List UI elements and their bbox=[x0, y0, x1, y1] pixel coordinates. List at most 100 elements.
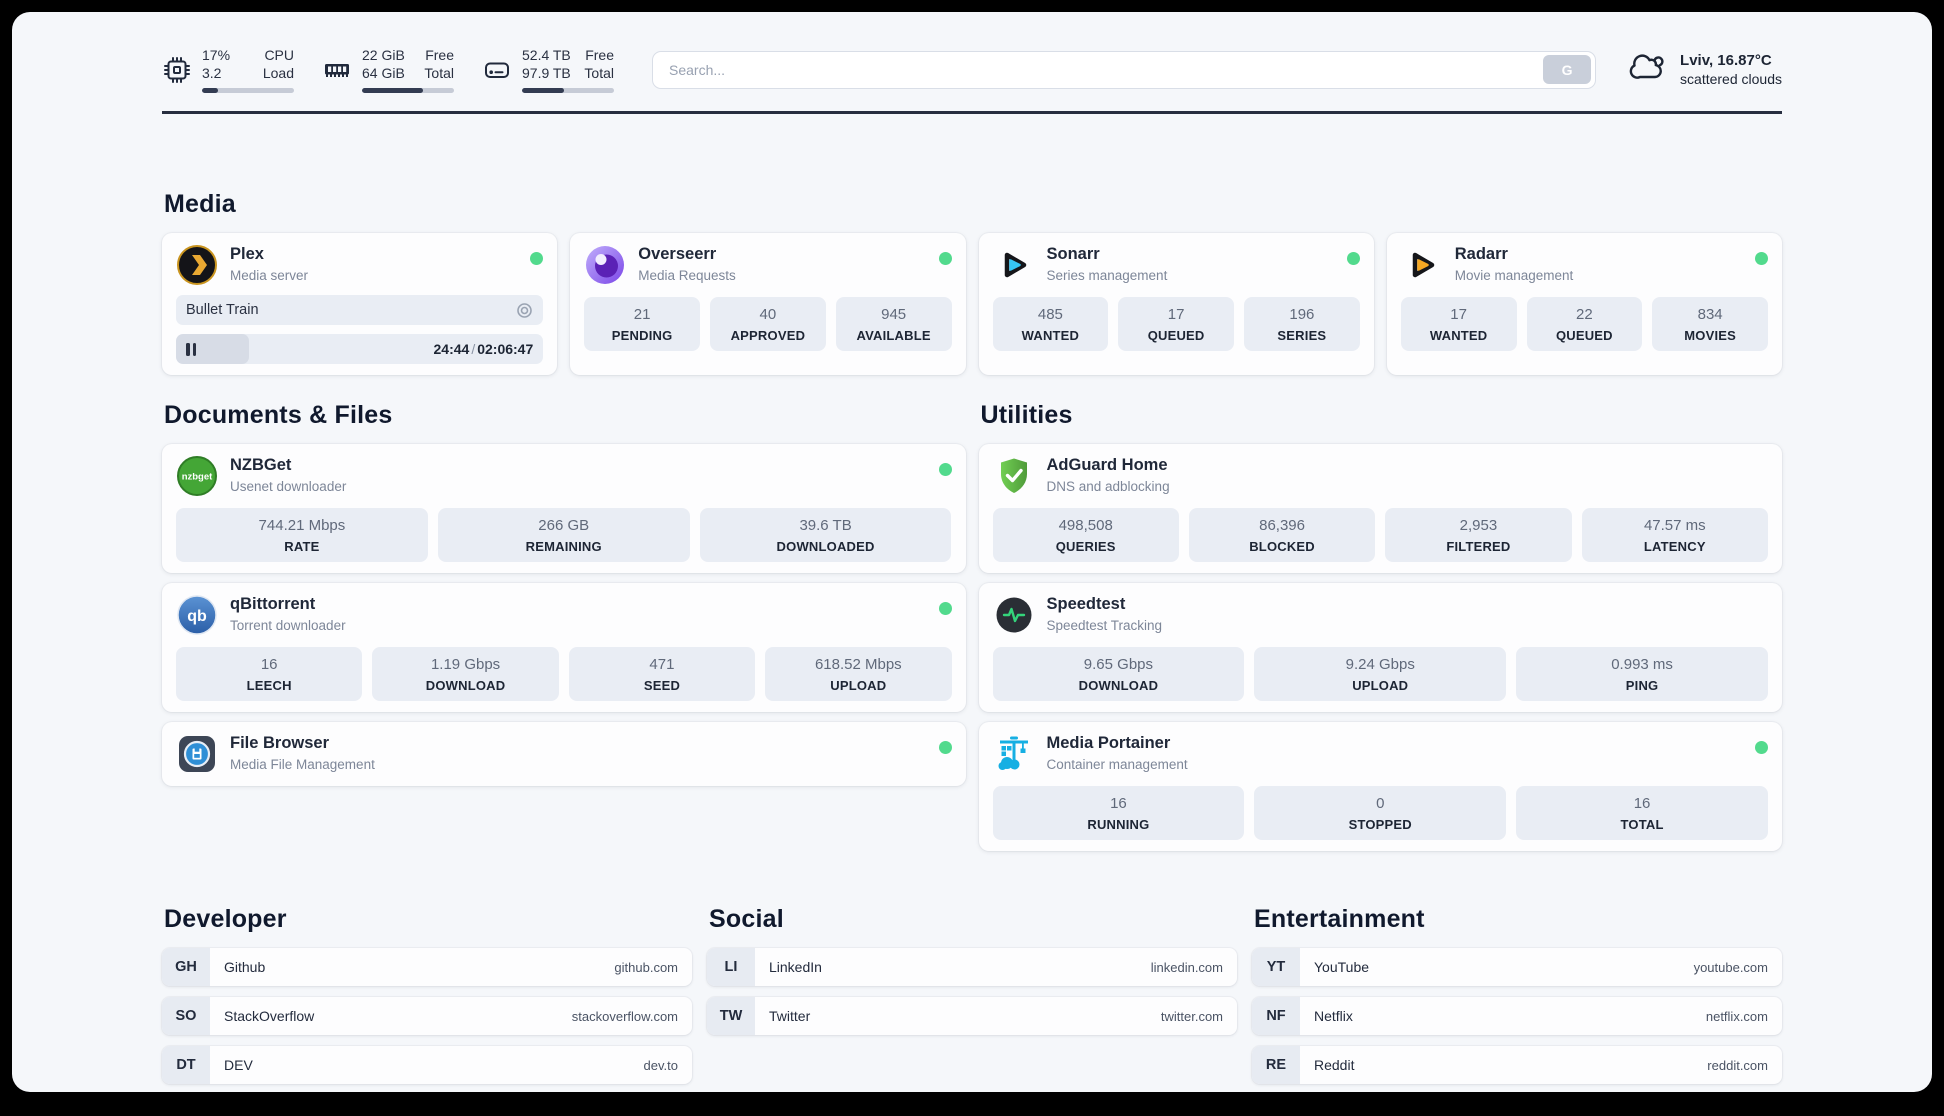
stat-value: 47.57 ms bbox=[1643, 517, 1706, 535]
social-bookmarks-section: Social LI LinkedIn linkedin.com TW Twitter tw… bbox=[707, 905, 1237, 1084]
stat-label: REMAINING bbox=[525, 539, 602, 555]
stat-label: RUNNING bbox=[1087, 817, 1150, 833]
bookmark-abbr: YT bbox=[1252, 948, 1300, 987]
top-bar: 17% 3.2 CPU Load bbox=[162, 12, 1782, 115]
stat-label: PING bbox=[1625, 678, 1659, 694]
stat-label: TOTAL bbox=[1620, 817, 1664, 833]
stat-value: 86,396 bbox=[1259, 517, 1305, 535]
app-card-nzbget[interactable]: nzbget NZBGet Usenet downloader 744.21 M… bbox=[162, 444, 966, 574]
speedtest-icon bbox=[993, 594, 1035, 636]
stat-value: 498,508 bbox=[1058, 517, 1113, 535]
disk-label-1: Free bbox=[585, 47, 614, 63]
app-card-plex[interactable]: Plex Media server Bullet Train bbox=[162, 233, 558, 376]
stat-label: SEED bbox=[643, 678, 681, 694]
stat-label: UPLOAD bbox=[1352, 678, 1409, 694]
bookmark-abbr: NF bbox=[1252, 997, 1300, 1036]
app-name: Speedtest bbox=[1046, 595, 1126, 614]
bookmark-row[interactable]: GH Github github.com bbox=[162, 948, 692, 987]
bookmark-name: Github bbox=[224, 959, 266, 976]
app-subtitle: Media server bbox=[230, 268, 309, 284]
stat-tile: 17 QUEUED bbox=[1118, 297, 1234, 352]
bookmark-abbr: GH bbox=[162, 948, 210, 987]
stat-value: 266 GB bbox=[538, 517, 590, 535]
app-name: qBittorrent bbox=[230, 595, 316, 614]
bookmark-abbr: TW bbox=[707, 997, 755, 1036]
stat-tile: 2,953 FILTERED bbox=[1385, 508, 1572, 563]
stat-label: WANTED bbox=[1021, 328, 1080, 344]
stat-label: FILTERED bbox=[1446, 539, 1511, 555]
disk-total-value: 97.9 TB bbox=[522, 65, 571, 82]
ram-icon bbox=[322, 55, 352, 85]
search-bar: G bbox=[652, 50, 1597, 89]
status-dot bbox=[938, 463, 952, 477]
stat-tile: 945 AVAILABLE bbox=[835, 297, 952, 352]
overseerr-icon bbox=[584, 244, 626, 286]
stat-value: 618.52 Mbps bbox=[814, 656, 902, 674]
bookmark-url: netflix.com bbox=[1705, 1008, 1768, 1024]
bookmark-name: StackOverflow bbox=[224, 1008, 315, 1025]
status-dot bbox=[1755, 252, 1768, 266]
stat-label: BLOCKED bbox=[1249, 539, 1315, 555]
stat-label: AVAILABLE bbox=[856, 328, 931, 344]
bookmark-row[interactable]: TW Twitter twitter.com bbox=[707, 997, 1237, 1036]
app-card-qbittorrent[interactable]: qb qBittorrent Torrent downloader 16 LEEC… bbox=[162, 583, 966, 713]
search-engine-button[interactable]: G bbox=[1543, 55, 1592, 85]
stat-label: QUEUED bbox=[1555, 328, 1613, 344]
bookmark-url: dev.to bbox=[643, 1057, 678, 1073]
stat-label: PENDING bbox=[611, 328, 673, 344]
pause-icon bbox=[186, 342, 196, 356]
bookmark-row[interactable]: RE Reddit reddit.com bbox=[1252, 1046, 1782, 1085]
bookmark-row[interactable]: LI LinkedIn linkedin.com bbox=[707, 948, 1237, 987]
documents-section-title: Documents & Files bbox=[164, 401, 393, 430]
stat-value: 40 bbox=[759, 306, 777, 324]
bookmark-row[interactable]: YT YouTube youtube.com bbox=[1252, 948, 1782, 987]
stat-label: DOWNLOAD bbox=[1078, 678, 1159, 694]
stat-tile: 471 SEED bbox=[568, 647, 756, 702]
app-card-portainer[interactable]: Media Portainer Container management 16 R… bbox=[978, 722, 1782, 852]
app-card-overseerr[interactable]: Overseerr Media Requests 21 PENDING 40 APPR… bbox=[570, 233, 966, 376]
disk-progress-fill bbox=[522, 88, 565, 94]
stat-value: 744.21 Mbps bbox=[258, 517, 346, 535]
stat-label: DOWNLOAD bbox=[425, 678, 506, 694]
app-card-speedtest[interactable]: Speedtest Speedtest Tracking 9.65 Gbps DO… bbox=[978, 583, 1782, 713]
bookmark-name: Twitter bbox=[769, 1008, 811, 1025]
bookmark-row[interactable]: NF Netflix netflix.com bbox=[1252, 997, 1782, 1036]
stat-value: 17 bbox=[1167, 306, 1185, 324]
memory-label-2: Total bbox=[424, 65, 454, 82]
app-card-radarr[interactable]: Radarr Movie management 17 WANTED 22 QUEUED… bbox=[1386, 233, 1782, 376]
stat-value: 16 bbox=[1110, 795, 1127, 813]
memory-free-value: 22 GiB bbox=[362, 47, 405, 63]
media-section: Media Plex Media server bbox=[162, 190, 1782, 376]
status-dot bbox=[1755, 741, 1768, 755]
app-name: Plex bbox=[230, 245, 264, 264]
memory-label-1: Free bbox=[425, 47, 454, 63]
stat-tile: 9.65 Gbps DOWNLOAD bbox=[992, 647, 1245, 702]
cpu-progress-fill bbox=[202, 88, 218, 94]
bookmark-url: github.com bbox=[614, 959, 678, 975]
bookmark-abbr: LI bbox=[707, 948, 755, 987]
session-view-icon[interactable] bbox=[516, 302, 533, 319]
memory-progress-fill bbox=[362, 88, 423, 94]
stat-tile: 9.24 Gbps UPLOAD bbox=[1254, 647, 1507, 702]
app-card-adguard[interactable]: AdGuard Home DNS and adblocking 498,508 Q… bbox=[978, 444, 1782, 574]
app-card-sonarr[interactable]: Sonarr Series management 485 WANTED 17 QUEU… bbox=[978, 233, 1374, 376]
stat-tile: 485 WANTED bbox=[992, 297, 1109, 352]
bookmark-row[interactable]: DT DEV dev.to bbox=[162, 1046, 692, 1085]
bookmark-abbr: RE bbox=[1252, 1046, 1300, 1085]
stat-value: 21 bbox=[633, 306, 651, 324]
bookmark-row[interactable]: SO StackOverflow stackoverflow.com bbox=[162, 997, 692, 1036]
disk-icon bbox=[482, 55, 512, 85]
search-input[interactable] bbox=[667, 60, 1544, 79]
bookmark-url: linkedin.com bbox=[1150, 959, 1223, 975]
svg-text:nzbget: nzbget bbox=[182, 472, 213, 483]
app-name: Radarr bbox=[1454, 245, 1508, 264]
app-card-filebrowser[interactable]: File Browser Media File Management bbox=[162, 722, 966, 787]
sonarr-icon bbox=[993, 244, 1035, 286]
app-subtitle: Usenet downloader bbox=[230, 479, 347, 495]
disk-progress-track bbox=[522, 88, 614, 94]
cpu-icon bbox=[162, 55, 192, 85]
app-name: File Browser bbox=[230, 734, 330, 753]
weather-widget: Lviv, 16.87°C scattered clouds bbox=[1628, 47, 1782, 92]
stat-label: QUERIES bbox=[1055, 539, 1116, 555]
adguard-icon bbox=[993, 455, 1035, 497]
